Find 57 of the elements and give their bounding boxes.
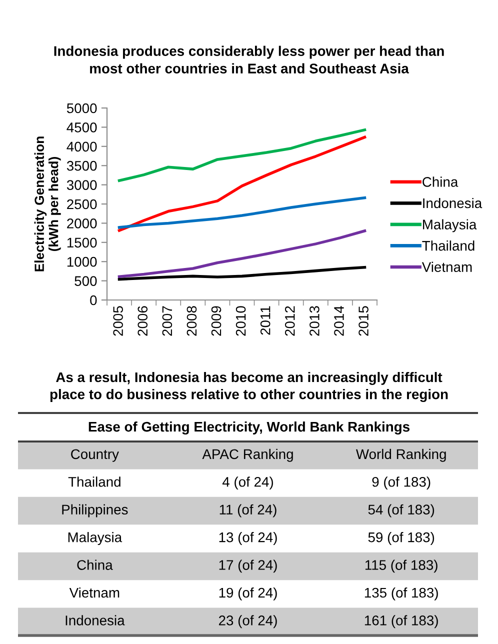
y-tick-label: 3500 bbox=[66, 160, 97, 171]
text: 17 (of 24) bbox=[219, 560, 277, 573]
text: Philippines bbox=[62, 504, 128, 518]
text: 59 (of 183) bbox=[368, 532, 434, 545]
text: China bbox=[77, 560, 113, 570]
text: Indonesia bbox=[66, 615, 125, 626]
text: 9 (of 183) bbox=[372, 476, 430, 490]
text: 11 (of 24) bbox=[220, 504, 276, 518]
y-tick-label: 2000 bbox=[67, 218, 97, 228]
x-tick-label: 2006 bbox=[138, 306, 148, 336]
y-axis-title: Electricity Generation (kWh per head) bbox=[34, 136, 61, 272]
x-tick-label: 2012 bbox=[284, 306, 295, 336]
x-tick-label: 2011 bbox=[260, 306, 270, 335]
y-tick-label: 1500 bbox=[67, 238, 97, 248]
legend-label: China bbox=[422, 176, 458, 187]
text: As a result, Indonesia has become an increasingly difficult place to do business relative to other countries in the region bbox=[50, 372, 448, 402]
line-series bbox=[118, 136, 366, 232]
text: Vietnam bbox=[69, 587, 120, 598]
line-series bbox=[118, 196, 366, 229]
text: 19 (of 24) bbox=[219, 587, 277, 600]
x-tick-label: 2013 bbox=[310, 306, 320, 336]
legend-label: Vietnam bbox=[422, 262, 472, 272]
legend-label: Malaysia bbox=[423, 219, 477, 232]
x-tick-label: 2015 bbox=[358, 306, 368, 336]
y-tick-label: 4500 bbox=[66, 122, 97, 132]
category-label: Country bbox=[71, 449, 119, 462]
text: 23 (of 24) bbox=[218, 615, 277, 628]
line-series bbox=[118, 229, 366, 278]
y-tick-label: 0 bbox=[90, 295, 97, 306]
x-tick-label: 2005 bbox=[113, 306, 123, 336]
text: 4 (of 24) bbox=[222, 476, 273, 490]
text: 161 (of 183) bbox=[364, 615, 438, 628]
legend-label: Thailand bbox=[422, 240, 474, 251]
text: 135 (of 183) bbox=[364, 587, 438, 600]
x-tick-label: 2008 bbox=[186, 306, 197, 336]
text: Malaysia bbox=[68, 532, 122, 545]
text: Ease of Getting Electricity, World Bank Rankings bbox=[88, 421, 410, 435]
y-tick-label: 3000 bbox=[66, 180, 97, 190]
x-tick-label: 2014 bbox=[334, 306, 344, 336]
y-tick-label: 2500 bbox=[67, 199, 97, 210]
line-series bbox=[118, 128, 366, 182]
chart-title: Indonesia produces considerably less power per head than most other countries in East and Southeast Asia bbox=[54, 46, 444, 74]
category-label: World Ranking bbox=[356, 448, 446, 462]
category-label: APAC Ranking bbox=[202, 448, 293, 462]
x-tick-label: 2010 bbox=[236, 306, 246, 336]
text: 115 (of 183) bbox=[365, 560, 438, 573]
text: Thailand bbox=[68, 476, 120, 487]
y-tick-label: 4000 bbox=[66, 142, 97, 152]
line-series bbox=[118, 266, 366, 281]
x-tick-label: 2007 bbox=[162, 306, 172, 336]
y-tick-label: 500 bbox=[74, 276, 97, 286]
legend-label: Indonesia bbox=[423, 198, 482, 208]
y-tick-label: 5000 bbox=[66, 103, 97, 114]
text: 54 (of 183) bbox=[368, 504, 434, 518]
text: 13 (of 24) bbox=[219, 532, 277, 545]
y-tick-label: 1000 bbox=[67, 256, 97, 267]
x-tick-label: 2009 bbox=[211, 306, 222, 336]
